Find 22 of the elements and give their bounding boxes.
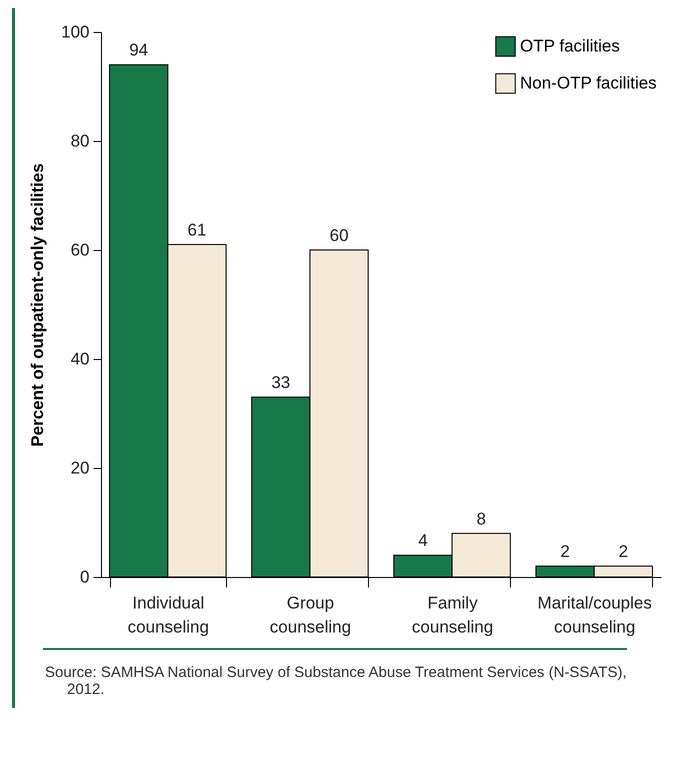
y-tick-label: 80 (70, 132, 90, 150)
data-label: 2 (560, 542, 570, 562)
data-label: 61 (187, 220, 206, 240)
x-tick-label: Individual counseling (128, 594, 209, 636)
x-tick-label: Marital/couples counseling (538, 594, 652, 636)
data-label: 2 (618, 542, 628, 562)
y-axis-title: Percent of outpatient-only facilities (28, 163, 48, 447)
data-label: 4 (418, 531, 428, 550)
data-label: 94 (129, 40, 148, 60)
y-tick-label: 0 (80, 568, 90, 586)
x-tick-label: Family counseling (412, 594, 494, 636)
data-label: 60 (330, 226, 349, 245)
source-note: Source: SAMHSA National Survey of Substance Abuse Treatment Services (N-SSATS), 2012. (43, 648, 627, 708)
data-label: 33 (271, 373, 290, 392)
legend-label: OTP facilities (520, 36, 620, 56)
y-tick-label: 100 (61, 22, 90, 42)
y-tick-label: 60 (70, 240, 90, 260)
y-tick-label: 20 (70, 458, 90, 478)
y-tick-label: 40 (70, 350, 90, 368)
x-tick-label: Group counseling (270, 594, 352, 636)
data-label: 8 (476, 509, 486, 528)
legend-label: Non-OTP facilities (520, 74, 657, 92)
